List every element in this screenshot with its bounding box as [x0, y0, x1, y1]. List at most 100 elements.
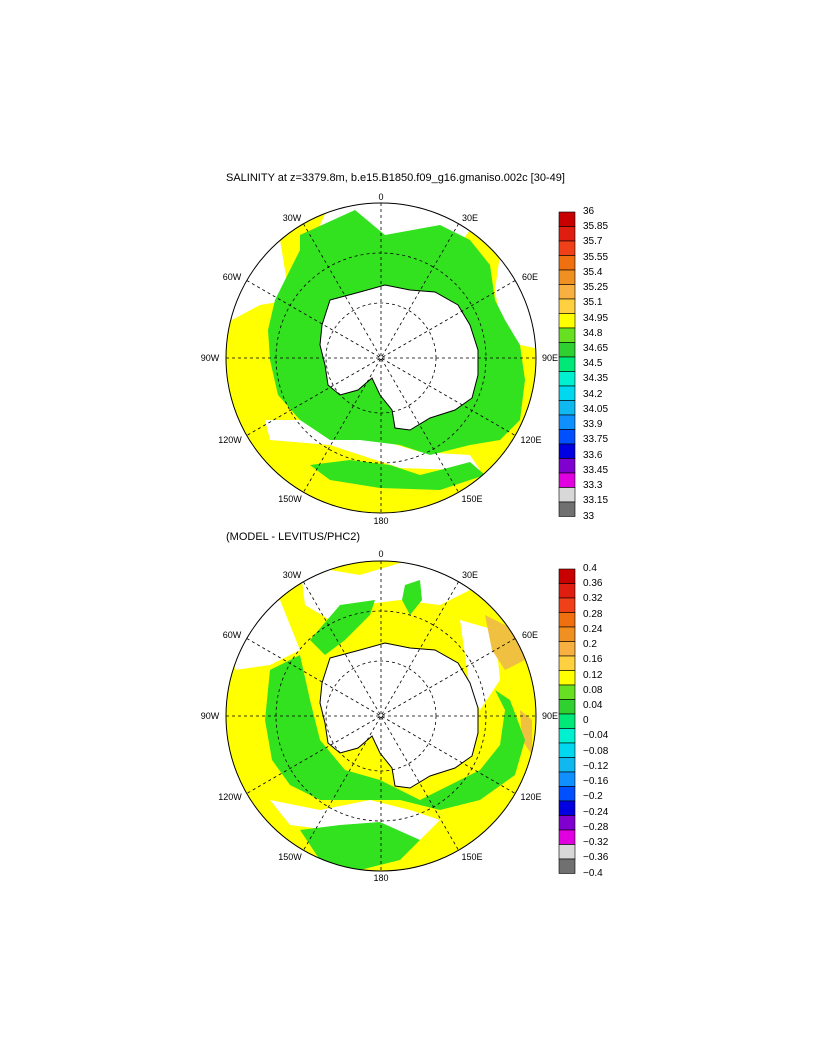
panel2-colorbar-box — [558, 684, 576, 700]
panel1-boundary — [225, 202, 537, 514]
panel1-colorbar-label: 35.4 — [583, 266, 603, 278]
panel1-colorbar-box — [558, 458, 576, 474]
panel1-colorbar-box — [558, 313, 576, 329]
panel1-colorbar-label: 35.25 — [583, 282, 609, 294]
panel2-lon-label-60e: 60E — [521, 630, 539, 640]
panel2-lon-label-0: 0 — [378, 549, 384, 559]
panel1-lon-label-180: 180 — [373, 516, 389, 526]
panel2-colorbar-box — [558, 670, 576, 686]
panel1-colorbar-box — [558, 226, 576, 242]
panel1-colorbar-box — [558, 342, 576, 358]
panel1-colorbar-label: 35.7 — [583, 236, 603, 248]
panel1-title: SALINITY at z=3379.8m, b.e15.B1850.f09_g… — [226, 172, 565, 184]
panel1-lon-label-90w: 90W — [200, 353, 220, 363]
panel2-green-region — [300, 822, 420, 870]
panel1-colorbar-label: 35.85 — [583, 221, 609, 233]
panel2-lon-label-150e: 150E — [461, 852, 483, 862]
panel2-lon-label-120w: 120W — [218, 792, 242, 802]
panel2-colorbar-box — [558, 713, 576, 729]
panel1-lon-label-0: 0 — [378, 192, 384, 202]
panel2-colorbar-box — [558, 800, 576, 816]
panel2-graticule — [226, 561, 536, 871]
panel2-lon-label-90e: 90E — [541, 711, 559, 721]
panel2-colorbar-label: 0.2 — [583, 639, 597, 651]
panel2-colorbar-box — [558, 568, 576, 584]
panel1-colorbar-label: 34.65 — [583, 343, 609, 355]
panel2-green-region — [402, 580, 422, 615]
panel1-colorbar-label: 33.45 — [583, 464, 609, 476]
panel1-colorbar-label: 34.8 — [583, 327, 603, 339]
panel1-colorbar-label: 36 — [583, 206, 595, 217]
panel1-colorbar — [558, 211, 576, 517]
panel2-colorbar-box — [558, 858, 576, 874]
panel1-green-region — [310, 460, 485, 490]
panel1-colorbar-box — [558, 240, 576, 256]
panel2-antarctica — [319, 642, 479, 789]
panel2-lon-label-90w: 90W — [200, 711, 220, 721]
panel2-orange-region — [520, 710, 532, 755]
panel1-colorbar-label: 33.6 — [583, 449, 603, 461]
panel2-colorbar-box — [558, 844, 576, 860]
panel2-colorbar-box — [558, 829, 576, 845]
panel1-colorbar-label: 33.15 — [583, 495, 609, 507]
panel1-lon-label-30w: 30W — [282, 213, 302, 223]
panel1-colorbar-box — [558, 487, 576, 503]
panel1-colorbar-box — [558, 284, 576, 300]
panel1-colorbar-label: 34.5 — [583, 358, 603, 370]
panel2-colorbar-label: −0.28 — [583, 821, 609, 833]
panel1-lon-label-120w: 120W — [218, 435, 242, 445]
panel1-colorbar-box — [558, 298, 576, 314]
panel1-colorbar-label: 33.3 — [583, 480, 603, 492]
panel2-lon-label-60w: 60W — [222, 630, 242, 640]
panel2-colorbar-box — [558, 655, 576, 671]
panel1-colorbar-box — [558, 211, 576, 227]
panel1-map — [226, 203, 536, 513]
panel2-lon-label-30w: 30W — [282, 570, 302, 580]
panel2-colorbar-label: −0.12 — [583, 760, 609, 772]
panel1-lon-label-120e: 120E — [520, 435, 542, 445]
panel1-colorbar-box — [558, 255, 576, 271]
panel1-colorbar-box — [558, 385, 576, 401]
panel1-colorbar-label: 34.95 — [583, 312, 609, 324]
panel2-colorbar-box — [558, 742, 576, 758]
panel2-colorbar-box — [558, 771, 576, 787]
panel1-colorbar-label: 35.55 — [583, 251, 609, 263]
panel2-colorbar-box — [558, 728, 576, 744]
panel2-colorbar-label: −0.36 — [583, 852, 609, 864]
panel2-colorbar-label: 0.24 — [583, 623, 603, 635]
panel1-lon-label-60e: 60E — [521, 272, 539, 282]
panel2-colorbar-label: 0.04 — [583, 700, 603, 712]
panel2-colorbar-label: −0.32 — [583, 837, 609, 849]
panel2-colorbar-box — [558, 815, 576, 831]
panel2-colorbar-label: 0.36 — [583, 578, 603, 590]
panel2-colorbar-label: −0.08 — [583, 745, 609, 757]
panel1-lon-label-150w: 150W — [278, 494, 302, 504]
panel2-colorbar-label: 0.4 — [583, 563, 597, 574]
panel2-colorbar-label: 0.16 — [583, 654, 603, 666]
panel2-colorbar-label: 0.08 — [583, 684, 603, 696]
panel1-colorbar-label: 35.1 — [583, 297, 603, 309]
panel2-title: (MODEL - LEVITUS/PHC2) — [226, 531, 361, 543]
panel1-colorbar-label: 33.9 — [583, 419, 603, 431]
panel2-green-region — [265, 655, 525, 810]
panel1-colorbar-box — [558, 371, 576, 387]
panel2-colorbar-box — [558, 757, 576, 773]
panel1-lon-label-150e: 150E — [461, 494, 483, 504]
panel1-colorbar-box — [558, 400, 576, 416]
panel1-lon-label-90e: 90E — [541, 353, 559, 363]
panel1-colorbar-label: 33 — [583, 510, 595, 522]
panel1-colorbar-box — [558, 443, 576, 459]
panel2-colorbar-box — [558, 699, 576, 715]
panel2-green-region — [310, 600, 375, 655]
panel1-graticule — [226, 203, 536, 513]
panel2-colorbar-box — [558, 597, 576, 613]
panel2-colorbar-label: 0.32 — [583, 593, 603, 605]
panel1-colorbar-box — [558, 501, 576, 517]
panel2-orange-region — [485, 615, 525, 670]
panel2-colorbar-label: −0.2 — [583, 791, 603, 803]
panel1-colorbar-box — [558, 472, 576, 488]
panel2-colorbar-label: −0.16 — [583, 776, 609, 788]
panel1-colorbar-label: 34.2 — [583, 388, 603, 400]
panel2-lon-label-150w: 150W — [278, 852, 302, 862]
panel2-colorbar-label: −0.04 — [583, 730, 609, 742]
